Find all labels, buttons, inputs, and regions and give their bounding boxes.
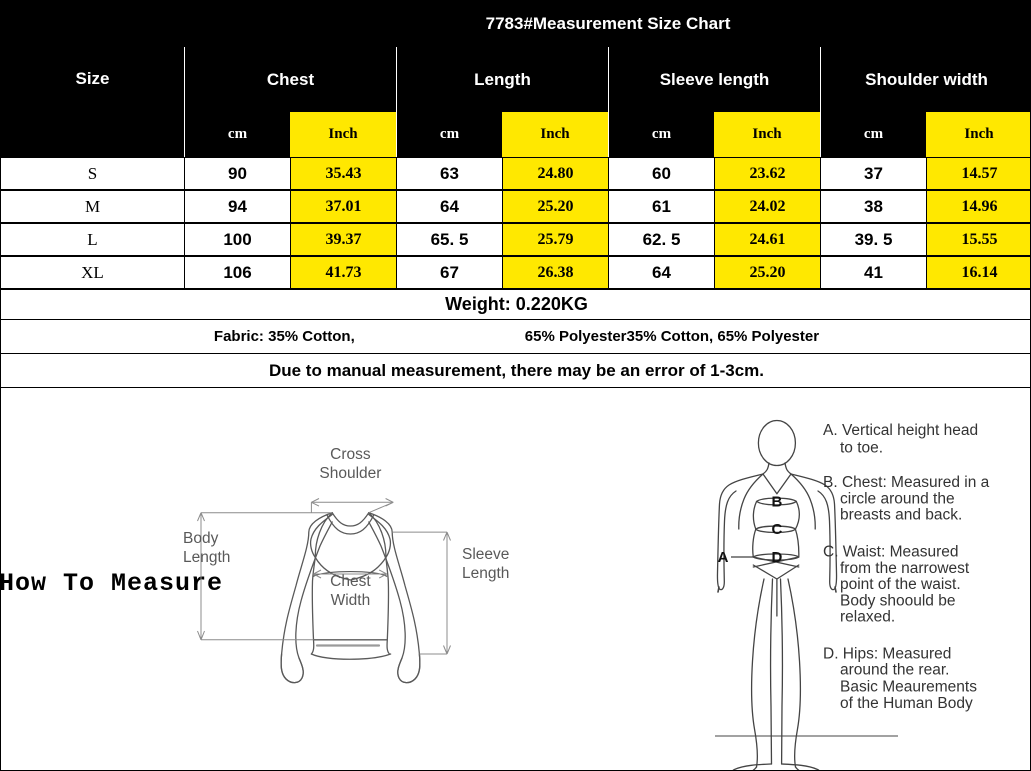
svg-text:D. Hips: Measured: D. Hips: Measured bbox=[823, 646, 951, 663]
svg-text:A: A bbox=[718, 549, 729, 566]
svg-text:to toe.: to toe. bbox=[840, 439, 883, 456]
svg-text:Shoulder: Shoulder bbox=[319, 465, 381, 482]
svg-text:Cross: Cross bbox=[330, 446, 371, 463]
svg-text:from the narrowest: from the narrowest bbox=[840, 560, 970, 577]
svg-text:Body: Body bbox=[183, 530, 219, 547]
svg-text:circle around the: circle around the bbox=[840, 491, 955, 508]
svg-text:B. Chest: Measured in a: B. Chest: Measured in a bbox=[823, 474, 990, 491]
svg-text:around the rear.: around the rear. bbox=[840, 662, 949, 679]
svg-text:C: C bbox=[771, 521, 782, 538]
svg-text:Sleeve: Sleeve bbox=[462, 546, 509, 563]
svg-text:Chest: Chest bbox=[330, 573, 371, 590]
svg-text:of the Human Body: of the Human Body bbox=[840, 695, 973, 712]
svg-text:Basic Meaurements: Basic Meaurements bbox=[840, 678, 977, 695]
svg-text:B: B bbox=[771, 494, 782, 511]
svg-text:Length: Length bbox=[462, 565, 509, 582]
svg-text:Length: Length bbox=[183, 549, 230, 566]
svg-text:Body shoould be: Body shoould be bbox=[840, 593, 955, 610]
svg-text:A. Vertical height head: A. Vertical height head bbox=[823, 422, 978, 439]
svg-text:breasts and back.: breasts and back. bbox=[840, 507, 962, 524]
svg-text:Width: Width bbox=[331, 592, 371, 609]
svg-text:point of the waist.: point of the waist. bbox=[840, 576, 961, 593]
svg-text:C. Waist: Measured: C. Waist: Measured bbox=[823, 544, 959, 561]
svg-text:D: D bbox=[771, 549, 782, 566]
svg-text:relaxed.: relaxed. bbox=[840, 609, 895, 626]
